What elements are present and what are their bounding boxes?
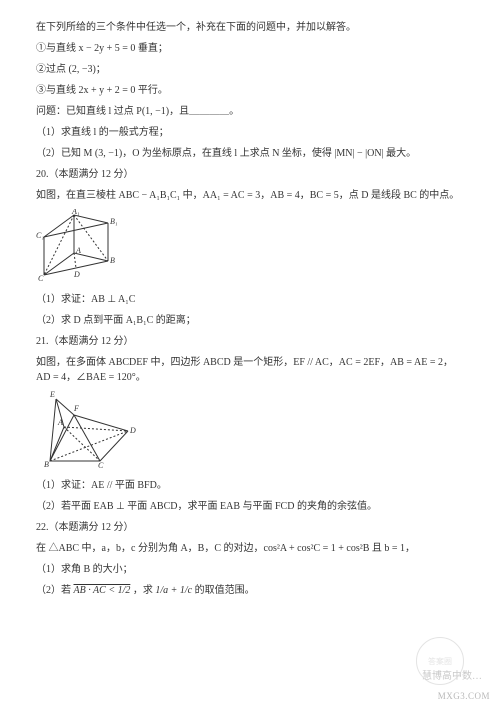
q21-sub2: （2）若平面 EAB ⊥ 平面 ABCD，求平面 EAB 与平面 FCD 的夹角… <box>36 499 464 514</box>
lbl-B: B <box>110 256 115 265</box>
question-stem: 问题：已知直线 l 过点 P(1, −1)，且＿＿＿＿。 <box>36 104 464 119</box>
lbl-A: A <box>75 246 81 255</box>
lbl-C: C <box>38 274 44 283</box>
q-sub2: （2）已知 M (3, −1)，O 为坐标原点，在直线 l 上求点 N 坐标，使… <box>36 146 464 161</box>
q20-sub2: （2）求 D 点到平面 A₁B₁C 的距离； <box>36 313 464 328</box>
lbl-E: E <box>49 391 55 399</box>
intro-line: 在下列所给的三个条件中任选一个，补充在下面的问题中，并加以解答。 <box>36 20 464 35</box>
q22-sub2-b: ，求 <box>133 585 156 596</box>
q-sub1: （1）求直线 l 的一般式方程； <box>36 125 464 140</box>
cond-2: ②过点 (2, −3)； <box>36 62 464 77</box>
q21-head: 21.（本题满分 12 分） <box>36 334 464 349</box>
q21-body: 如图，在多面体 ABCDEF 中，四边形 ABCD 是一个矩形，EF // AC… <box>36 355 464 385</box>
q20-head: 20.（本题满分 12 分） <box>36 167 464 182</box>
q22-sub2-a: （2）若 <box>36 585 74 596</box>
lbl-D: D <box>73 270 80 279</box>
q22-body: 在 △ABC 中，a，b，c 分别为角 A，B，C 的对边，cos²A + co… <box>36 541 464 556</box>
q22-sub2-c: 的取值范围。 <box>195 585 255 596</box>
lbl-C1: C₁ <box>36 231 44 240</box>
q20-sub1: （1）求证：AB ⊥ A₁C <box>36 292 464 307</box>
q21-sub1: （1）求证：AE // 平面 BFD。 <box>36 478 464 493</box>
polyhedron-svg: E F A D B C <box>36 391 144 469</box>
cond-1: ①与直线 x − 2y + 5 = 0 垂直； <box>36 41 464 56</box>
q20-body: 如图，在直三棱柱 ABC − A₁B₁C₁ 中，AA₁ = AC = 3，AB … <box>36 188 464 203</box>
lbl-B1: B₁ <box>110 217 118 226</box>
lbl-A1: A₁ <box>71 209 80 216</box>
lbl-D21: D <box>129 426 136 435</box>
q22-sub2: （2）若 AB · AC < 1/2 ，求 1/a + 1/c 的取值范围。 <box>36 583 464 598</box>
prism-svg: A₁ B₁ C₁ A B C D <box>36 209 124 283</box>
q22-head: 22.（本题满分 12 分） <box>36 520 464 535</box>
lbl-B21: B <box>44 460 49 469</box>
lbl-F: F <box>73 404 79 413</box>
lbl-C21: C <box>98 461 104 469</box>
cond-3: ③与直线 2x + y + 2 = 0 平行。 <box>36 83 464 98</box>
lbl-A21: A <box>57 418 63 427</box>
page-content: 在下列所给的三个条件中任选一个，补充在下面的问题中，并加以解答。 ①与直线 x … <box>0 0 500 614</box>
figure-21-polyhedron: E F A D B C <box>36 391 464 472</box>
figure-20-prism: A₁ B₁ C₁ A B C D <box>36 209 464 286</box>
q22-sub1: （1）求角 B 的大小； <box>36 562 464 577</box>
watermark-stamp: 答案圈 <box>416 637 464 685</box>
watermark-site: MXG3.COM <box>438 691 490 701</box>
vec-ab-ac: AB · AC < 1/2 <box>74 585 131 596</box>
frac-expr: 1/a + 1/c <box>155 585 192 596</box>
